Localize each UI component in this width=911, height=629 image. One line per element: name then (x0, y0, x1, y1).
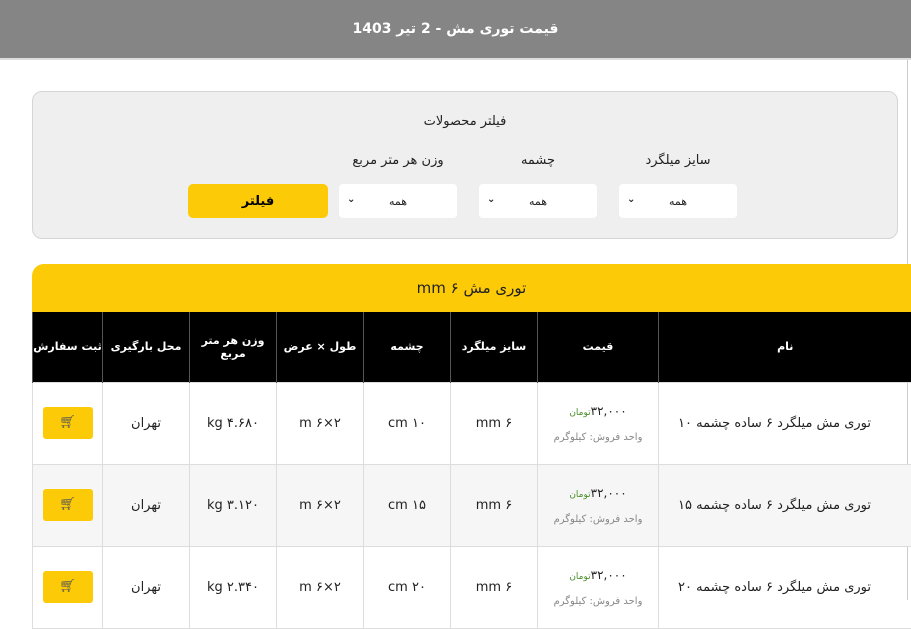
col-rebar: سایز میلگرد (451, 312, 538, 382)
weight: ۲.۳۴۰ kg (190, 546, 277, 628)
select-value: همه (669, 195, 687, 208)
currency: تومان (569, 572, 590, 582)
cart-icon[interactable]: 🛒︎ (43, 407, 93, 439)
rebar-size: ۶ mm (451, 464, 538, 546)
col-eye: چشمه (364, 312, 451, 382)
col-name: نام (659, 312, 911, 382)
dimensions: ۲×۶ m (277, 546, 364, 628)
price-value: ۳۲,۰۰۰ (591, 404, 627, 418)
sale-unit: واحد فروش: کیلوگرم (538, 432, 658, 443)
rebar-size-select[interactable]: همه ⌄ (619, 184, 737, 218)
order-cell: 🛒︎ (33, 464, 103, 546)
table-row: توری مش میلگرد ۶ ساده چشمه ۱۰ ۳۲,۰۰۰توما… (33, 382, 911, 464)
loading-place: تهران (103, 464, 190, 546)
table-row: توری مش میلگرد ۶ ساده چشمه ۲۰ ۳۲,۰۰۰توما… (33, 546, 911, 628)
order-cell: 🛒︎ (33, 546, 103, 628)
dimensions: ۲×۶ m (277, 464, 364, 546)
col-order: ثبت سفارش (33, 312, 103, 382)
dimensions: ۲×۶ m (277, 382, 364, 464)
order-cell: 🛒︎ (33, 382, 103, 464)
cart-icon[interactable]: 🛒︎ (43, 571, 93, 603)
weight: ۴.۶۸۰ kg (190, 382, 277, 464)
table-header: نام قیمت سایز میلگرد چشمه طول × عرض وزن … (33, 312, 911, 382)
chevron-down-icon: ⌄ (347, 194, 355, 205)
chevron-down-icon: ⌄ (487, 194, 495, 205)
select-value: همه (529, 195, 547, 208)
weight: ۳.۱۲۰ kg (190, 464, 277, 546)
product-name: توری مش میلگرد ۶ ساده چشمه ۲۰ (659, 546, 911, 628)
currency: تومان (569, 490, 590, 500)
price-cell: ۳۲,۰۰۰تومان واحد فروش: کیلوگرم (538, 382, 659, 464)
price-cell: ۳۲,۰۰۰تومان واحد فروش: کیلوگرم (538, 464, 659, 546)
eye-size: ۱۰ cm (364, 382, 451, 464)
rebar-size-label: سایز میلگرد (608, 153, 748, 168)
filter-button[interactable]: فیلتر (188, 184, 328, 218)
chevron-down-icon: ⌄ (627, 194, 635, 205)
col-price: قیمت (538, 312, 659, 382)
page-header: قیمت توری مش - 2 تیر 1403 (0, 0, 911, 60)
eye-label: چشمه (468, 153, 608, 168)
currency: تومان (569, 408, 590, 418)
rebar-size: ۶ mm (451, 546, 538, 628)
price-value: ۳۲,۰۰۰ (591, 486, 627, 500)
price-value: ۳۲,۰۰۰ (591, 568, 627, 582)
page-title: قیمت توری مش - 2 تیر 1403 (353, 21, 559, 37)
eye-select[interactable]: همه ⌄ (479, 184, 597, 218)
loading-place: تهران (103, 382, 190, 464)
cart-icon[interactable]: 🛒︎ (43, 489, 93, 521)
filter-panel: فیلتر محصولات سایز میلگرد چشمه وزن هر مت… (32, 91, 898, 239)
eye-size: ۲۰ cm (364, 546, 451, 628)
section-title: توری مش ۶ mm (32, 264, 911, 312)
rebar-size: ۶ mm (451, 382, 538, 464)
product-name: توری مش میلگرد ۶ ساده چشمه ۱۰ (659, 382, 911, 464)
loading-place: تهران (103, 546, 190, 628)
table-row: توری مش میلگرد ۶ ساده چشمه ۱۵ ۳۲,۰۰۰توما… (33, 464, 911, 546)
sale-unit: واحد فروش: کیلوگرم (538, 596, 658, 607)
price-cell: ۳۲,۰۰۰تومان واحد فروش: کیلوگرم (538, 546, 659, 628)
col-place: محل بارگیری (103, 312, 190, 382)
weight-select[interactable]: همه ⌄ (339, 184, 457, 218)
filter-title: فیلتر محصولات (33, 114, 897, 129)
col-weight: وزن هر متر مربع (190, 312, 277, 382)
col-size: طول × عرض (277, 312, 364, 382)
sale-unit: واحد فروش: کیلوگرم (538, 514, 658, 525)
product-name: توری مش میلگرد ۶ ساده چشمه ۱۵ (659, 464, 911, 546)
select-value: همه (389, 195, 407, 208)
price-table: نام قیمت سایز میلگرد چشمه طول × عرض وزن … (32, 312, 911, 629)
eye-size: ۱۵ cm (364, 464, 451, 546)
weight-label: وزن هر متر مربع (328, 153, 468, 168)
